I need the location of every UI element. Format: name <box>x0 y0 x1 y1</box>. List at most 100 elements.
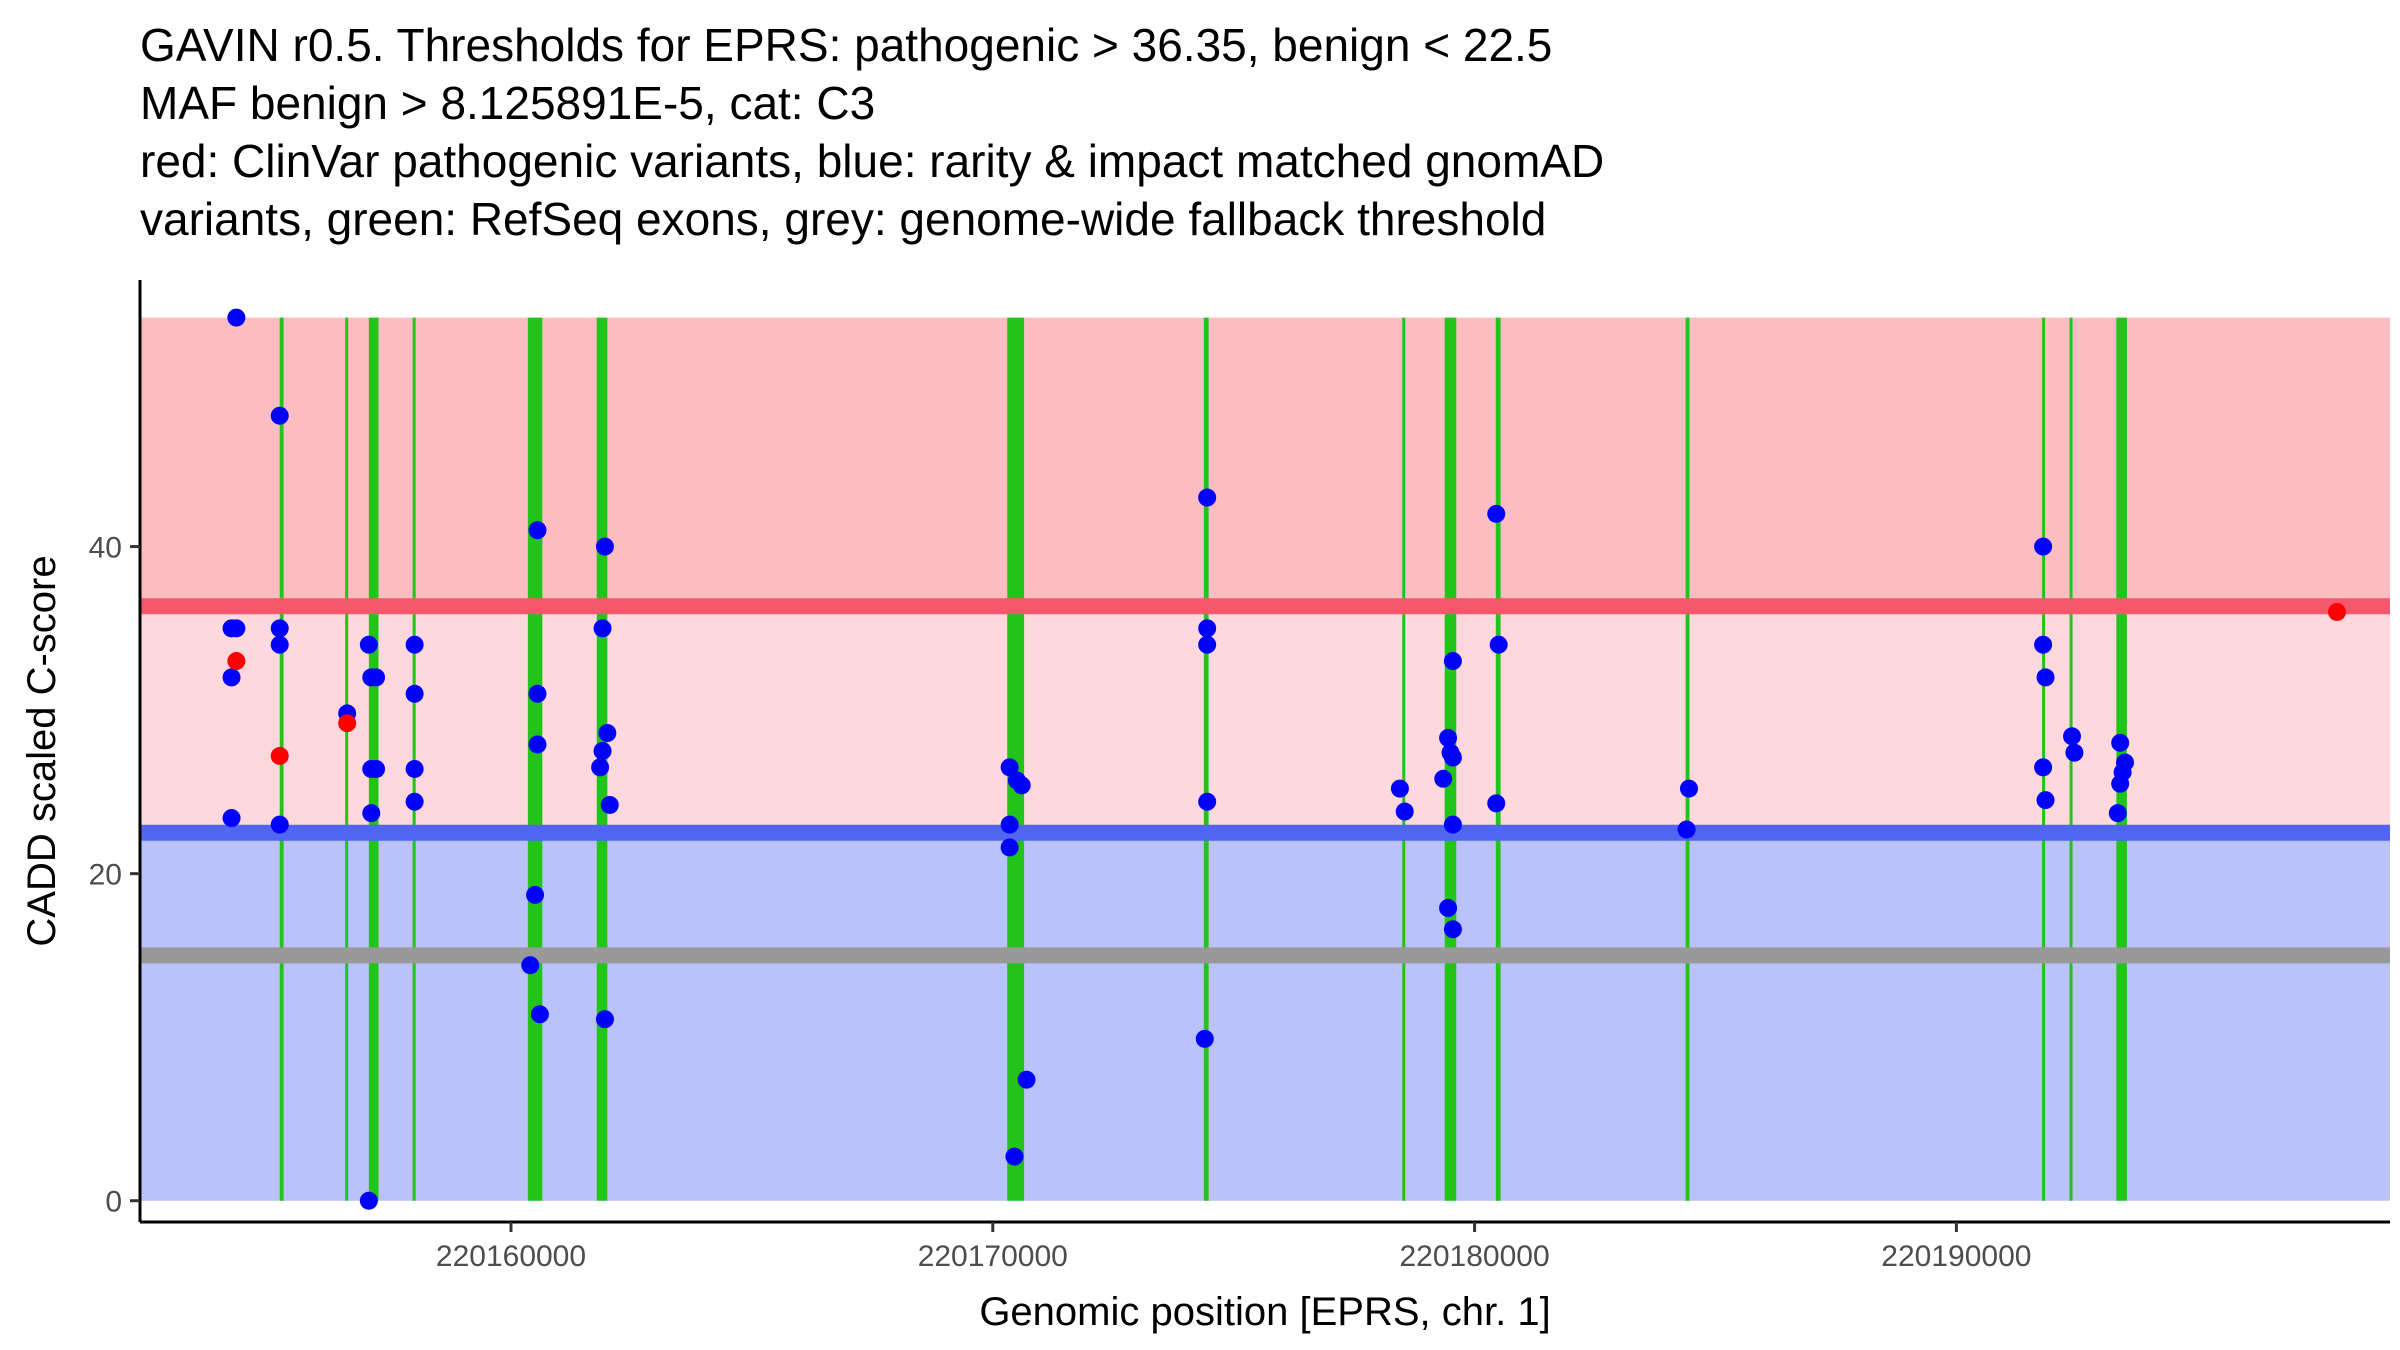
gnomad-point <box>367 668 386 687</box>
threshold-regions <box>140 317 2390 1201</box>
gnomad-point <box>2111 774 2130 793</box>
gnomad-point <box>270 406 289 425</box>
gnomad-point <box>227 619 246 638</box>
exon-line <box>368 317 379 1201</box>
benign-region <box>140 832 2390 1201</box>
title-line-1: GAVIN r0.5. Thresholds for EPRS: pathoge… <box>140 19 1553 71</box>
x-ticks: 220160000 220170000 220180000 220190000 <box>436 1222 2031 1273</box>
exon-line <box>1402 317 1406 1201</box>
gnomad-point <box>1005 1147 1024 1166</box>
gnomad-point <box>598 724 617 743</box>
gnomad-point <box>362 804 381 823</box>
gnomad-point <box>530 1005 549 1024</box>
gnomad-point <box>1487 504 1506 523</box>
title-line-4: variants, green: RefSeq exons, grey: gen… <box>140 193 1547 245</box>
clinvar-point <box>338 714 357 733</box>
gnomad-point <box>600 795 619 814</box>
gnomad-point <box>405 792 424 811</box>
x-axis-label: Genomic position [EPRS, chr. 1] <box>979 1290 1550 1334</box>
gnomad-point <box>1677 820 1696 839</box>
gnomad-point <box>595 537 614 556</box>
threshold-lines <box>140 598 2390 964</box>
title-line-3: red: ClinVar pathogenic variants, blue: … <box>140 135 1605 187</box>
y-tick-label: 40 <box>89 532 122 565</box>
y-tick-label: 0 <box>105 1186 122 1219</box>
gnomad-point <box>270 619 289 638</box>
gnomad-point <box>2108 804 2127 823</box>
x-tick-label: 220180000 <box>1399 1240 1549 1273</box>
chart-title: GAVIN r0.5. Thresholds for EPRS: pathoge… <box>140 16 1604 248</box>
gnomad-point <box>1395 802 1414 821</box>
gnomad-point <box>1012 776 1031 795</box>
gnomad-point <box>1195 1029 1214 1048</box>
y-ticks: 0 20 40 <box>89 532 140 1219</box>
gnomad-point <box>1198 635 1217 654</box>
gnomad-point <box>1198 619 1217 638</box>
gnomad-point <box>2034 537 2053 556</box>
gnomad-point <box>405 684 424 703</box>
gnomad-point <box>1443 652 1462 671</box>
gnomad-point <box>1000 815 1019 834</box>
gnomad-point <box>526 885 545 904</box>
gnomad-point <box>528 684 547 703</box>
gnomad-point <box>405 635 424 654</box>
gnomad-point <box>2036 791 2055 810</box>
gnomad-point <box>2036 668 2055 687</box>
clinvar-point <box>270 746 289 765</box>
y-axis-label: CADD scaled C-score <box>20 555 64 946</box>
x-tick-label: 220190000 <box>1881 1240 2031 1273</box>
gnomad-point <box>528 735 547 754</box>
exon-line <box>1007 317 1025 1201</box>
gnomad-point <box>593 742 612 760</box>
gnomad-point <box>227 308 246 327</box>
exon-line <box>412 317 416 1201</box>
gnomad-point <box>1679 779 1698 798</box>
gnomad-point <box>2063 727 2082 746</box>
variant-points <box>222 308 2347 1210</box>
gnomad-point <box>2065 743 2084 762</box>
uncertain-region <box>140 606 2390 833</box>
exon-line <box>1203 317 1209 1201</box>
gnomad-point <box>270 635 289 654</box>
exon-line <box>527 317 543 1201</box>
axes <box>138 280 2390 1224</box>
gnomad-point <box>1443 748 1462 767</box>
gnomad-point <box>1390 779 1409 798</box>
gnomad-point <box>359 1191 378 1210</box>
gnomad-point <box>1439 728 1458 747</box>
title-line-2: MAF benign > 8.125891E-5, cat: C3 <box>140 77 876 129</box>
gnomad-point <box>1434 769 1453 788</box>
gnomad-point <box>1443 815 1462 834</box>
gnomad-point <box>2034 635 2053 654</box>
gnomad-point <box>1443 920 1462 939</box>
gnomad-point <box>1487 794 1506 813</box>
gnomad-point <box>2111 733 2130 752</box>
gnomad-point <box>593 619 612 638</box>
gnomad-point <box>359 635 378 654</box>
gnomad-point <box>222 668 241 687</box>
gnomad-point <box>1000 838 1019 857</box>
gnomad-point <box>595 1010 614 1029</box>
gnomad-point <box>591 758 610 777</box>
gnomad-point <box>1198 792 1217 811</box>
gnomad-point <box>1000 758 1019 777</box>
gnomad-point <box>367 759 386 778</box>
clinvar-point <box>227 652 246 671</box>
exon-line <box>345 317 349 1201</box>
gnomad-point <box>521 956 540 975</box>
pathogenic-region <box>140 317 2390 607</box>
gnomad-point <box>528 521 547 540</box>
gnomad-point <box>405 759 424 778</box>
clinvar-point <box>2328 602 2347 621</box>
gnomad-point <box>270 815 289 834</box>
gnomad-point <box>1439 899 1458 917</box>
gnomad-point <box>1017 1070 1036 1089</box>
exon-line <box>1685 317 1690 1201</box>
gnomad-point <box>222 809 241 828</box>
exon-line <box>1495 317 1501 1201</box>
y-tick-label: 20 <box>89 859 122 892</box>
gnomad-point <box>1198 488 1217 507</box>
gnomad-point <box>1489 635 1508 654</box>
x-tick-label: 220170000 <box>918 1240 1068 1273</box>
